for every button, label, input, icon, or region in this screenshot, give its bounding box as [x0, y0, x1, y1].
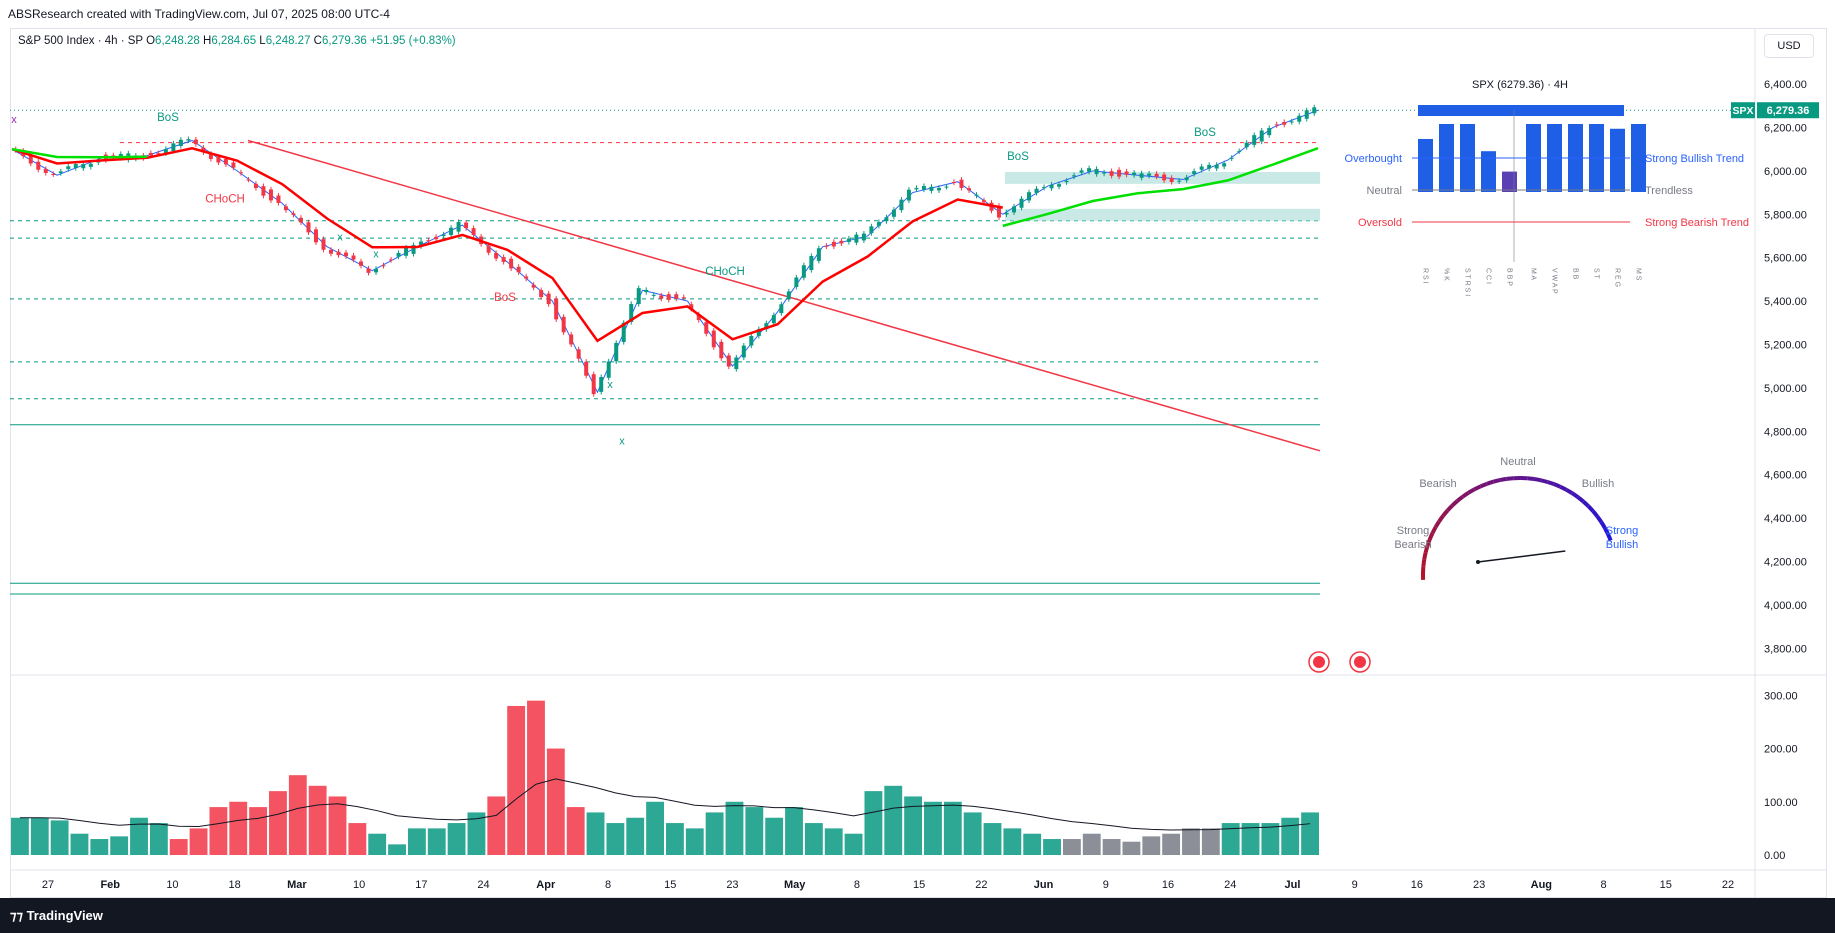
top-credit-bar: ABSResearch created with TradingView.com… [0, 0, 1835, 28]
currency-button[interactable]: USD [1764, 34, 1814, 58]
symbol-description: S&P 500 Index · 4h · SP [18, 35, 143, 47]
ohlc-close-label: C [313, 35, 322, 47]
ohlc-low-value: 6,248.27 [265, 35, 311, 47]
chart-frame [10, 28, 1827, 898]
price-change: +51.95 (+0.83%) [369, 35, 456, 47]
ohlc-open-value: 6,248.28 [155, 35, 200, 47]
tradingview-logo[interactable]: ⁊⁊ TradingView [10, 908, 103, 924]
footer-bar [0, 898, 1835, 933]
credit-text: ABSResearch created with TradingView.com… [8, 7, 390, 21]
brand-text: TradingView [26, 908, 103, 923]
symbol-legend: S&P 500 Index · 4h · SP O6,248.28 H6,284… [18, 35, 456, 47]
logo-icon: ⁊⁊ [10, 908, 23, 923]
ohlc-low-label: L [259, 35, 266, 47]
ohlc-high-value: 6,284.65 [211, 35, 257, 47]
ohlc-close-value: 6,279.36 [321, 35, 367, 47]
ohlc-open-label: O [146, 35, 156, 47]
ohlc-high-label: H [203, 35, 212, 47]
